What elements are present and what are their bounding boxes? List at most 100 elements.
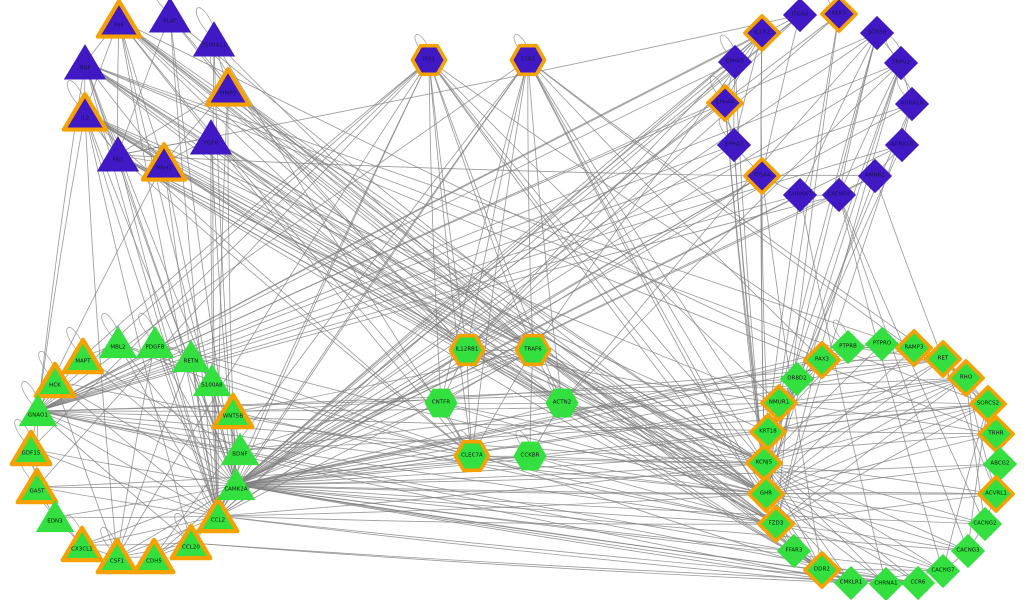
graph-node-plat[interactable]: PLAT [147, 0, 193, 39]
graph-edge [154, 342, 237, 486]
graph-edge [117, 342, 219, 517]
graph-edge [778, 402, 997, 435]
graph-node-mbl2[interactable]: MBL2 [97, 322, 139, 364]
node-shape-diamond [760, 384, 798, 422]
node-shape-diamond [950, 533, 986, 569]
graph-edge [529, 455, 777, 525]
self-loop-edge [156, 0, 174, 13]
graph-edge [428, 59, 534, 351]
graph-node-ngf[interactable]: NGF [62, 40, 108, 86]
graph-edge [428, 59, 780, 404]
graph-edge [767, 377, 967, 433]
graph-edge [763, 358, 944, 464]
graph-edge [529, 455, 765, 464]
self-loop-edge [138, 313, 159, 340]
graph-node-ccr6[interactable]: CCR6 [899, 564, 937, 600]
graph-edge [532, 349, 765, 464]
graph-edge [36, 484, 237, 488]
graph-node-cckbr[interactable]: CCKBR [512, 438, 548, 474]
graph-edge [765, 492, 997, 495]
graph-edge [37, 144, 735, 412]
graph-node-gdf15[interactable]: GDF15 [9, 428, 53, 470]
graph-edge [235, 484, 795, 552]
node-shape-diamond [717, 44, 753, 80]
node-shape-hexagon [453, 439, 491, 473]
self-loop-edge [101, 313, 122, 340]
node-shape-diamond [900, 565, 936, 600]
node-shape-diamond [776, 533, 812, 569]
graph-node-trpv1[interactable]: TRPV1 [882, 44, 920, 82]
graph-node-epha4[interactable]: EPHA4 [706, 84, 744, 122]
graph-edge [54, 380, 237, 486]
graph-node-hrh1[interactable]: HRH1 [140, 140, 188, 186]
graph-edge [190, 542, 852, 584]
graph-edge [471, 455, 767, 495]
graph-node-adra1a[interactable]: ADRA1A [893, 85, 931, 123]
node-shape-diamond [894, 86, 930, 122]
graph-edge [838, 194, 969, 552]
graph-node-wnt5b[interactable]: WNT5B [211, 391, 255, 433]
graph-node-amhr2[interactable]: AMHR2 [856, 157, 894, 195]
node-shape-hexagon [514, 333, 552, 367]
graph-node-epha5[interactable]: EPHA5 [716, 43, 754, 81]
graph-node-chrna7[interactable]: CHRNA7 [781, 176, 819, 214]
graph-node-traf6[interactable]: TRAF6 [514, 332, 552, 368]
graph-edge [235, 194, 801, 486]
node-shape-diamond [883, 45, 919, 81]
graph-node-mif[interactable]: MIF [95, 0, 143, 43]
graph-edge [235, 377, 967, 486]
graph-edge [36, 59, 430, 488]
node-shape-hexagon [509, 43, 547, 77]
graph-node-cmklr1[interactable]: CMKLR1 [832, 564, 870, 600]
graph-edge [37, 175, 763, 412]
node-shape-diamond [803, 551, 841, 589]
graph-node-irs1[interactable]: IRS1 [410, 42, 448, 78]
graph-edge [210, 137, 765, 464]
graph-node-csf1[interactable]: CSF1 [95, 536, 139, 578]
graph-node-klk3[interactable]: KLK3 [820, 0, 858, 33]
graph-node-il2[interactable]: IL2 [61, 90, 109, 136]
graph-edge [527, 59, 769, 433]
graph-node-actn2[interactable]: ACTN2 [544, 385, 580, 421]
graph-edge [84, 112, 780, 404]
graph-node-cntfr[interactable]: CNTFR [423, 385, 459, 421]
graph-node-itga8[interactable]: ITGA8 [781, 0, 819, 34]
graph-edge [765, 347, 915, 495]
node-shape-diamond [716, 127, 752, 163]
graph-edge [235, 402, 563, 486]
graph-edge [36, 486, 219, 517]
graph-edge [765, 175, 876, 495]
graph-node-fn1[interactable]: FN1 [95, 132, 141, 178]
graph-edge [235, 62, 902, 486]
graph-node-cacng8[interactable]: CACNG8 [820, 176, 858, 214]
node-shape-diamond [782, 0, 818, 33]
graph-node-s100a12[interactable]: S100A12 [191, 17, 237, 63]
graph-edge [471, 59, 529, 457]
graph-node-gnao1[interactable]: GNAO1 [17, 390, 59, 432]
graph-edge [799, 194, 887, 585]
graph-edge [84, 112, 765, 464]
graph-node-clec7a[interactable]: CLEC7A [453, 438, 491, 474]
node-shape-triangle [189, 119, 233, 155]
node-shape-triangle [140, 142, 188, 182]
graph-edge [37, 410, 852, 584]
graph-edge [235, 359, 823, 486]
node-shape-triangle [35, 499, 75, 533]
graph-node-itga4[interactable]: ITGA4 [743, 157, 781, 195]
graph-node-cdh5[interactable]: CDH5 [132, 536, 176, 578]
graph-edge [37, 377, 967, 412]
graph-edge [763, 462, 969, 552]
graph-node-bdnf[interactable]: BDNF [219, 429, 261, 471]
graph-node-esr2[interactable]: ESR2 [509, 42, 547, 78]
graph-edge [527, 59, 765, 464]
node-shape-triangle [169, 523, 213, 561]
graph-node-fgf6[interactable]: FGF6 [188, 115, 234, 161]
node-shape-diamond [982, 446, 1018, 482]
graph-node-il12rb1[interactable]: IL12RB1 [448, 332, 486, 368]
graph-node-mmp9[interactable]: MMP9 [204, 65, 252, 111]
graph-edge [763, 403, 989, 464]
graph-edge [117, 342, 473, 457]
graph-edge [235, 484, 887, 585]
node-shape-diamond [895, 329, 933, 367]
